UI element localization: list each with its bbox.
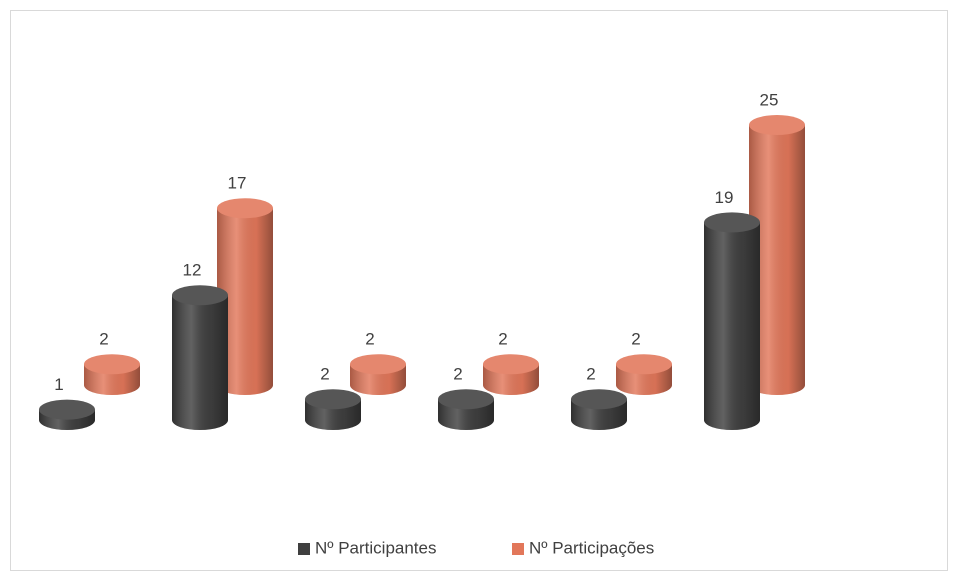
data-label: 19 <box>715 188 734 207</box>
cylinder-top <box>217 198 273 219</box>
data-label: 12 <box>183 261 202 280</box>
data-label: 2 <box>99 330 108 349</box>
cylinder-top <box>305 389 361 410</box>
cylinder <box>483 354 539 395</box>
cylinder-top <box>172 285 228 306</box>
legend-label: Nº Participações <box>529 538 654 557</box>
cylinder <box>39 399 95 430</box>
cylinder <box>749 115 805 395</box>
cylinder-shade <box>217 208 273 395</box>
cylinder-top <box>39 399 95 420</box>
cylinder-top <box>571 389 627 410</box>
cylinder-top <box>749 115 805 135</box>
data-label: 2 <box>320 365 329 384</box>
cylinder <box>571 389 627 430</box>
cylinder-shade <box>749 125 805 395</box>
cylinder <box>217 198 273 395</box>
cylinder <box>350 354 406 395</box>
data-label: 2 <box>586 365 595 384</box>
cylinder-top <box>84 354 140 375</box>
cylinder <box>84 354 140 395</box>
legend-swatch <box>512 543 524 555</box>
data-label: 25 <box>760 90 779 109</box>
cylinder-top <box>350 354 406 375</box>
cylinder-top <box>438 389 494 410</box>
cylinder <box>172 285 228 430</box>
data-label: 2 <box>365 330 374 349</box>
legend-swatch <box>298 543 310 555</box>
cylinder-top <box>483 354 539 375</box>
chart-border <box>10 10 948 571</box>
cylinder <box>616 354 672 395</box>
data-label: 2 <box>498 330 507 349</box>
cylinder-top <box>616 354 672 375</box>
data-label: 17 <box>228 174 247 193</box>
cylinder <box>305 389 361 430</box>
data-label: 2 <box>631 330 640 349</box>
cylinder <box>438 389 494 430</box>
data-label: 2 <box>453 365 462 384</box>
cylinder <box>704 212 760 430</box>
legend-label: Nº Participantes <box>315 538 436 557</box>
cylinder-shade <box>704 222 760 430</box>
cylinder-top <box>704 212 760 233</box>
cylinder-shade <box>172 295 228 430</box>
data-label: 1 <box>54 375 63 394</box>
